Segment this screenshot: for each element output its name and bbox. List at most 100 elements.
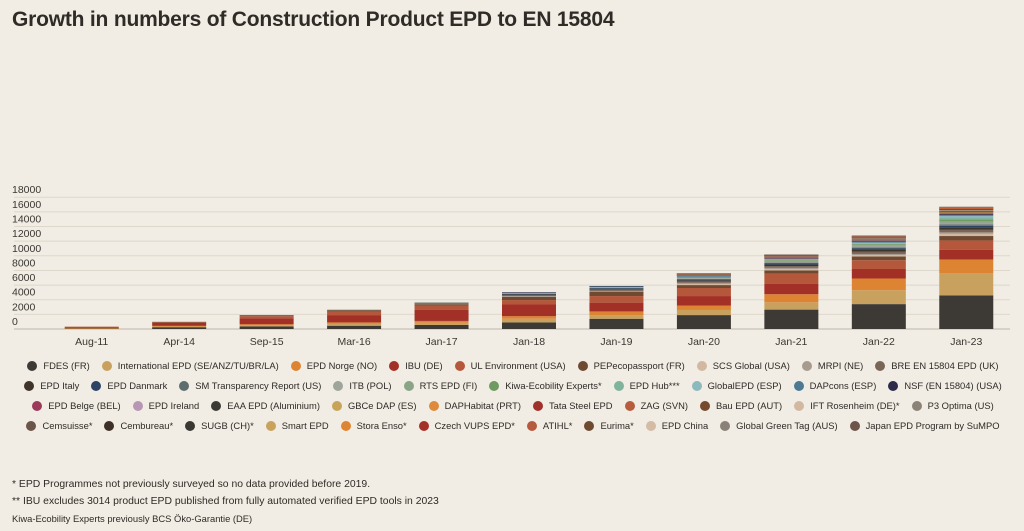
- legend-swatch: [211, 400, 222, 411]
- bar-segment: [939, 209, 994, 211]
- bar-segment: [939, 273, 994, 296]
- bar-segment: [939, 221, 994, 223]
- stacked-bar-chart: 0 2000 4000 6000 8000 10000 12000 14000 16000 180…: [12, 184, 1010, 348]
- bar-segment: [676, 277, 731, 278]
- legend-label: EPD Ireland: [148, 400, 200, 411]
- bar-segment: [414, 320, 469, 323]
- legend-swatch: [624, 400, 635, 411]
- legend-item: PEPecopassport (FR): [577, 360, 685, 371]
- bar-stack-Mar-16: [327, 309, 382, 329]
- bar-segment: [939, 236, 994, 241]
- bar-segment: [939, 224, 994, 226]
- legend-swatch: [888, 380, 899, 391]
- bar-segment: [502, 318, 556, 323]
- bar-segment: [589, 288, 644, 290]
- legend-item: DAPHabitat (PRT): [428, 400, 521, 411]
- legend-item: Cembureau*: [104, 420, 173, 431]
- y-tick-label: 6000: [12, 272, 36, 284]
- legend-swatch: [418, 420, 429, 431]
- legend-swatch: [132, 400, 143, 411]
- legend-label: Tata Steel EPD: [548, 400, 613, 411]
- bar-segment: [676, 281, 731, 283]
- bar-stack-Jan-21: [764, 254, 819, 329]
- bar-segment: [764, 264, 819, 267]
- bar-segment: [939, 210, 994, 211]
- bar-segment: [851, 244, 906, 246]
- bar-stack-Jan-23: [939, 206, 994, 329]
- legend-item: EPD Ireland: [132, 400, 200, 411]
- legend-item: International EPD (SE/ANZ/TU/BR/LA): [101, 360, 279, 371]
- bar-segment: [851, 240, 906, 242]
- bar-segment: [939, 215, 994, 216]
- bar-segment: [764, 261, 819, 263]
- legend-item: DAPcons (ESP): [793, 380, 876, 391]
- bar-segment: [764, 263, 819, 265]
- bar-segment: [327, 325, 382, 329]
- footnotes: * EPD Programmes not previously surveyed…: [12, 476, 439, 527]
- bar-segment: [676, 276, 731, 278]
- legend-label: ATIHL*: [542, 420, 573, 431]
- bar-segment: [939, 215, 994, 218]
- legend-swatch: [645, 420, 656, 431]
- bar-segment: [327, 323, 382, 326]
- y-tick-label: 14000: [12, 214, 41, 226]
- bar-segment: [676, 305, 731, 310]
- legend-label: EAA EPD (Aluminium): [227, 400, 320, 411]
- bar-segment: [851, 235, 906, 237]
- bar-segment: [851, 268, 906, 279]
- bar-segment: [851, 251, 906, 254]
- legend-item: SCS Global (USA): [696, 360, 790, 371]
- legend-label: ZAG (SVN): [640, 400, 688, 411]
- legend-label: Global Green Tag (AUS): [736, 420, 838, 431]
- bar-segment: [414, 302, 469, 304]
- bar-segment: [764, 273, 819, 284]
- bar-segment: [939, 240, 994, 250]
- y-tick-label: 10000: [12, 243, 41, 255]
- bar-segment: [939, 214, 994, 216]
- legend-label: GlobalEPD (ESP): [707, 380, 782, 391]
- legend-swatch: [403, 380, 414, 391]
- legend-item: P3 Optima (US): [911, 400, 994, 411]
- legend-item: ZAG (SVN): [624, 400, 688, 411]
- legend-item: Bau EPD (AUT): [699, 400, 782, 411]
- bar-segment: [939, 219, 994, 222]
- legend-label: P3 Optima (US): [927, 400, 994, 411]
- bar-segment: [502, 316, 556, 319]
- bar-stacks: [64, 206, 994, 329]
- legend-item: EAA EPD (Aluminium): [211, 400, 320, 411]
- bar-segment: [851, 249, 906, 252]
- legend-swatch: [32, 400, 43, 411]
- legend-swatch: [526, 420, 537, 431]
- y-tick-label: 18000: [12, 184, 41, 196]
- bar-segment: [502, 296, 556, 301]
- bar-segment: [502, 293, 556, 295]
- bar-stack-Jan-19: [589, 285, 644, 329]
- legend-label: Smart EPD: [281, 420, 329, 431]
- bar-segment: [414, 302, 469, 303]
- bar-segment: [64, 327, 119, 329]
- bar-segment: [764, 254, 819, 255]
- bar-segment: [939, 227, 994, 230]
- legend-label: FDES (FR): [43, 360, 90, 371]
- bar-segment: [239, 315, 294, 317]
- legend-item: Cemsuisse*: [26, 420, 92, 431]
- legend-swatch: [699, 400, 710, 411]
- legend-label: Cembureau*: [120, 420, 174, 431]
- bar-segment: [414, 322, 469, 325]
- bar-segment: [851, 248, 906, 250]
- legend-swatch: [849, 420, 860, 431]
- legend-swatch: [290, 360, 301, 371]
- legend-label: EPD China: [661, 420, 709, 431]
- legend-label: IBU (DE): [405, 360, 443, 371]
- bar-segment: [327, 310, 382, 312]
- legend-item: Czech VUPS EPD*: [418, 420, 515, 431]
- bar-segment: [502, 322, 556, 329]
- bar-segment: [851, 290, 906, 305]
- legend-swatch: [875, 360, 886, 371]
- x-tick-label: Jan-21: [775, 336, 807, 348]
- bar-segment: [589, 285, 644, 287]
- bar-segment: [502, 292, 556, 293]
- bar-segment: [939, 211, 994, 212]
- bar-segment: [939, 211, 994, 212]
- legend-label: NSF (EN 15804) (USA): [904, 380, 1002, 391]
